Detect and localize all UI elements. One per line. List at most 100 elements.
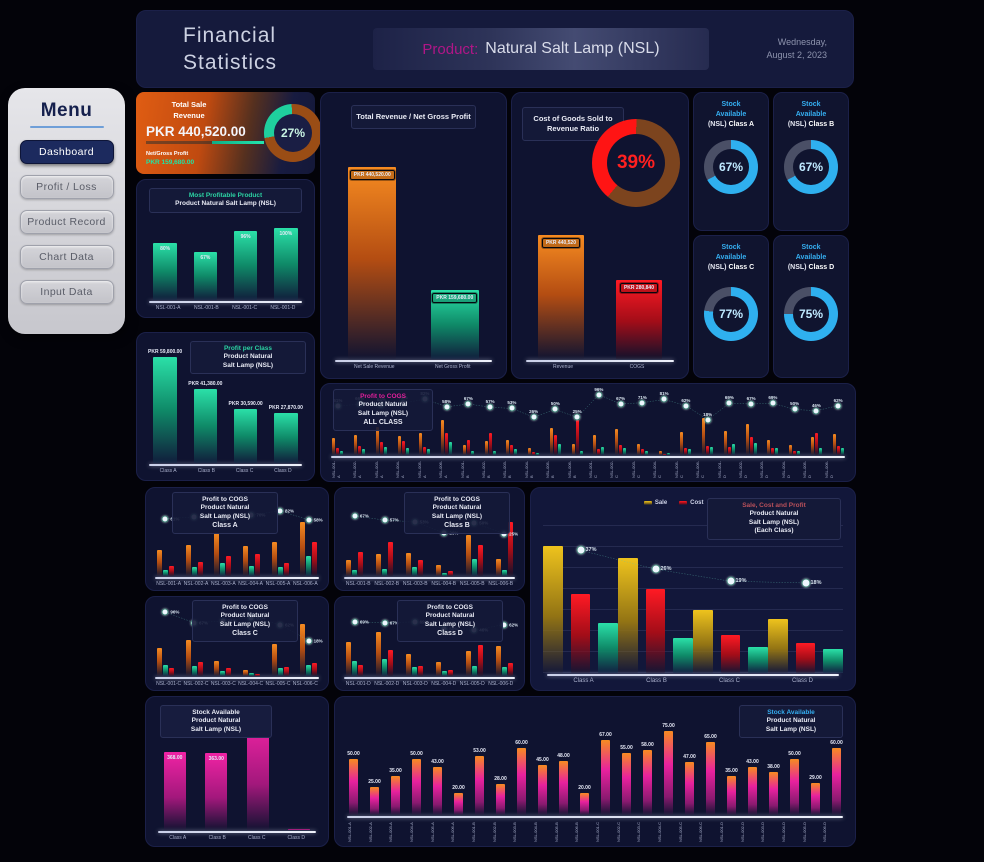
profit-to-cogs-d-panel: Profit to COGS Product Natural Salt Lamp… xyxy=(334,596,525,691)
category-label: NSL-003-D xyxy=(759,460,770,478)
bar xyxy=(570,594,591,673)
profit-to-cogs-a-chart: 61% 66% 64% 70% 82% 58% NSL-001-A NSL-002-A NSL-… xyxy=(151,492,323,587)
bar-slot: 20.00 xyxy=(448,703,469,815)
category-label: NSL-006-B xyxy=(488,581,514,587)
bar xyxy=(516,747,527,815)
bar xyxy=(543,545,563,673)
line-marker xyxy=(660,395,668,403)
menu-title: Menu xyxy=(40,100,93,121)
line-marker xyxy=(595,391,603,399)
bar xyxy=(618,557,638,673)
bar-group xyxy=(566,388,588,455)
bar-slot: PKR 440,520.00 xyxy=(331,159,414,359)
bar-value-label: 45.00 xyxy=(536,756,549,763)
bar xyxy=(432,766,443,815)
x-axis-line xyxy=(547,674,839,676)
plot-area: 61% 66% 64% 70% 82% 58% 67% 57% 53% 26% 50% 25% 96% 6… xyxy=(327,387,849,455)
bar-group xyxy=(489,600,519,676)
bar xyxy=(623,447,627,455)
line-marker xyxy=(440,625,448,633)
bar xyxy=(506,440,510,455)
app-title: Financial Statistics xyxy=(183,23,278,74)
bar-group xyxy=(340,492,370,576)
bar xyxy=(306,664,312,676)
category-label: Revenue xyxy=(552,364,573,370)
line-marker xyxy=(769,399,777,407)
bar xyxy=(484,441,488,455)
line-marker xyxy=(440,529,448,537)
bar-group xyxy=(489,492,519,576)
bar xyxy=(449,442,453,455)
category-label: NSL-006-A xyxy=(438,460,449,478)
line-marker xyxy=(161,608,169,616)
bar-slot: PKR 41,380.00 xyxy=(185,347,225,463)
bar xyxy=(226,556,232,576)
bar xyxy=(332,438,336,455)
bar xyxy=(156,550,162,576)
category-label: NSL-003-B xyxy=(402,581,428,587)
bar xyxy=(348,759,359,815)
bar xyxy=(153,356,177,463)
menu-item-profit-loss[interactable]: Profit / Loss xyxy=(19,175,114,199)
bar-group xyxy=(588,388,610,455)
line-marker-label: 64% xyxy=(376,396,386,402)
bar xyxy=(823,649,844,673)
line-marker xyxy=(381,516,389,524)
bar-group xyxy=(523,388,545,455)
bar-value-label: 65.00 xyxy=(704,734,717,741)
bar xyxy=(471,558,477,576)
x-axis-labels: Class A Class B Class C Class D xyxy=(158,835,316,841)
menu-divider xyxy=(29,126,104,128)
product-label: Product: xyxy=(422,40,479,58)
bar: PKR 440,520 xyxy=(538,234,584,359)
bar xyxy=(358,552,364,576)
menu-item-chart-data[interactable]: Chart Data xyxy=(19,245,114,269)
bar-group xyxy=(740,388,762,455)
bar xyxy=(168,565,174,576)
bar xyxy=(406,553,412,576)
category-label: NSL-006-D xyxy=(488,681,514,687)
bar-slot: 100% xyxy=(266,222,306,300)
bar xyxy=(477,645,483,676)
revenue-profit-title: Total Revenue / Net Gross Profit xyxy=(351,105,476,129)
bar xyxy=(793,450,797,455)
menu-item-dashboard[interactable]: Dashboard xyxy=(19,140,114,164)
bar-slot: PKR 59,800.00 xyxy=(145,347,185,463)
cogs-bars-chart: PKR 440,520 PKR 280,840 Revenue COGS xyxy=(522,229,678,370)
date-value: August 2, 2023 xyxy=(766,50,827,60)
bar-value-label: 48.00 xyxy=(557,753,570,760)
category-label: NSL-005-D xyxy=(801,821,807,842)
category-label: NSL-004-B xyxy=(431,581,457,587)
category-label: NSL-006-D xyxy=(823,460,834,478)
line-marker xyxy=(726,576,735,586)
bar xyxy=(435,564,441,576)
category-label: NSL-002-A xyxy=(352,460,363,478)
bar-value-label: PKR 159,680.00 xyxy=(432,292,478,303)
x-axis-labels: NSL-001-D NSL-002-D NSL-003-D NSL-004-D NSL-… xyxy=(344,681,515,687)
total-sale-revenue-card: Total Sale Revenue PKR 440,520.00 Net/Gr… xyxy=(136,92,322,174)
category-label: NSL-005-C xyxy=(677,821,683,842)
bar xyxy=(369,787,380,815)
bar xyxy=(388,650,394,676)
menu-item-input-data[interactable]: Input Data xyxy=(19,280,114,304)
category-label: NSL-001-B xyxy=(459,460,470,478)
bar xyxy=(306,556,312,576)
bar-slot: 67.00 xyxy=(595,703,616,815)
menu-item-product-record[interactable]: Product Record xyxy=(19,210,114,234)
line-marker-label: 67% xyxy=(616,395,626,401)
bar xyxy=(702,418,706,455)
line-marker-label: 25% xyxy=(509,531,519,537)
line-marker-label: 18% xyxy=(313,638,323,644)
category-label: NSL-006-D xyxy=(822,821,828,842)
bar xyxy=(447,669,453,676)
bar xyxy=(645,589,666,673)
line-marker-label: 50% xyxy=(550,401,560,407)
product-selector[interactable]: Product: Natural Salt Lamp (NSL) xyxy=(373,28,709,70)
x-axis-line xyxy=(344,677,515,679)
bar-value-label: PKR 440,520.00 xyxy=(349,170,395,181)
bar-value-label: 100% xyxy=(279,231,293,238)
bar: 80% xyxy=(153,242,177,300)
bar-value-label: 58.00 xyxy=(641,742,654,749)
line-marker xyxy=(190,513,198,521)
